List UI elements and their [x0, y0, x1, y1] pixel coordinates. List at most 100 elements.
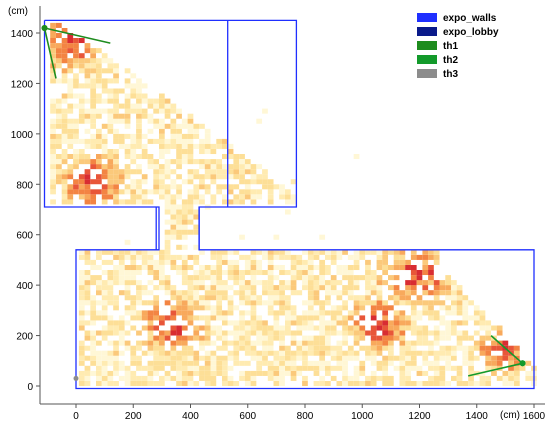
heat-cell	[61, 133, 68, 139]
heat-cell	[187, 285, 194, 291]
heat-cell	[210, 194, 217, 200]
heat-cell	[319, 325, 326, 331]
heat-cell	[96, 128, 102, 134]
heat-cell	[456, 320, 463, 326]
heat-cell	[273, 300, 280, 306]
heat-cell	[216, 275, 223, 281]
heat-cell	[153, 285, 160, 291]
heat-cell	[136, 381, 142, 387]
heat-cell	[296, 320, 303, 326]
heat-cell	[382, 360, 389, 366]
heat-cell	[176, 370, 182, 376]
heat-cell	[365, 381, 371, 387]
heat-cell	[267, 350, 274, 356]
heat-cell	[468, 300, 474, 306]
heat-cell	[330, 305, 337, 311]
heat-cell	[130, 300, 137, 306]
heat-cell	[124, 290, 131, 296]
heat-cell	[164, 360, 171, 366]
heat-cell	[124, 305, 131, 311]
heat-cell	[159, 164, 165, 170]
heat-cell	[153, 138, 160, 144]
heat-cell	[176, 234, 182, 240]
heat-cell	[96, 381, 102, 387]
heat-cell	[353, 254, 360, 260]
heat-cell	[290, 194, 297, 200]
heat-cell	[90, 98, 97, 104]
heat-cell	[73, 93, 79, 99]
heat-cell	[90, 199, 97, 205]
heat-cell	[222, 370, 228, 376]
y-tick-label: 800	[16, 180, 33, 191]
heat-cell	[50, 33, 56, 39]
heat-cell	[416, 335, 423, 341]
heat-cell	[204, 270, 211, 276]
heat-cell	[136, 249, 142, 255]
heat-cell	[405, 350, 411, 356]
heat-cell	[96, 133, 102, 139]
heat-cell	[136, 118, 142, 124]
heat-cell	[181, 204, 188, 210]
heat-cell	[113, 365, 119, 371]
heat-cell	[176, 290, 182, 296]
heat-cell	[67, 169, 74, 175]
heat-cell	[204, 133, 211, 139]
heat-cell	[136, 340, 142, 346]
heat-cell	[250, 285, 257, 291]
heat-cell	[50, 143, 56, 149]
heat-cell	[101, 365, 108, 371]
heat-cell	[405, 381, 411, 387]
heat-cell	[124, 199, 131, 205]
heat-cell	[193, 229, 200, 235]
heat-cell	[336, 360, 343, 366]
heat-cell	[176, 381, 182, 387]
heat-cell	[210, 330, 217, 336]
heat-cell	[359, 325, 366, 331]
heat-cell	[118, 365, 125, 371]
heat-cell	[50, 199, 56, 205]
heat-cell	[222, 270, 228, 276]
heat-cell	[193, 133, 200, 139]
heat-cell	[141, 300, 148, 306]
heat-cell	[302, 285, 308, 291]
heat-cell	[124, 174, 131, 180]
heat-cell	[216, 280, 223, 286]
heat-cell	[159, 189, 165, 195]
heat-cell	[216, 249, 223, 255]
heat-cell	[176, 133, 182, 139]
heat-cell	[159, 108, 165, 114]
heat-cell	[61, 113, 68, 119]
heat-cell	[256, 270, 263, 276]
heat-cell	[187, 199, 194, 205]
heat-cell	[325, 335, 331, 341]
heat-cell	[136, 128, 142, 134]
heat-cell	[262, 254, 268, 260]
heat-cell	[233, 164, 240, 170]
heat-cell	[410, 265, 417, 271]
heat-cell	[118, 143, 125, 149]
heat-cell	[514, 375, 520, 381]
heat-cell	[130, 83, 137, 89]
heat-cell	[336, 280, 343, 286]
heat-cell	[124, 133, 131, 139]
heat-cell	[90, 53, 97, 59]
heat-cell	[285, 199, 291, 205]
heat-cell	[84, 63, 91, 69]
heat-cell	[170, 169, 177, 175]
heat-cell	[239, 345, 245, 351]
heat-cell	[199, 315, 205, 321]
heat-cell	[159, 275, 165, 281]
heat-cell	[101, 83, 108, 89]
heat-cell	[216, 365, 223, 371]
heat-cell	[56, 48, 62, 54]
heat-cell	[78, 290, 85, 296]
heat-cell	[285, 280, 291, 286]
heat-cell	[376, 365, 383, 371]
heat-cell	[90, 93, 97, 99]
heat-cell	[193, 335, 200, 341]
heat-cell	[159, 254, 165, 260]
heat-cell	[187, 219, 194, 225]
heat-cell	[136, 83, 142, 89]
heat-cell	[256, 259, 263, 265]
heat-cell	[388, 320, 394, 326]
